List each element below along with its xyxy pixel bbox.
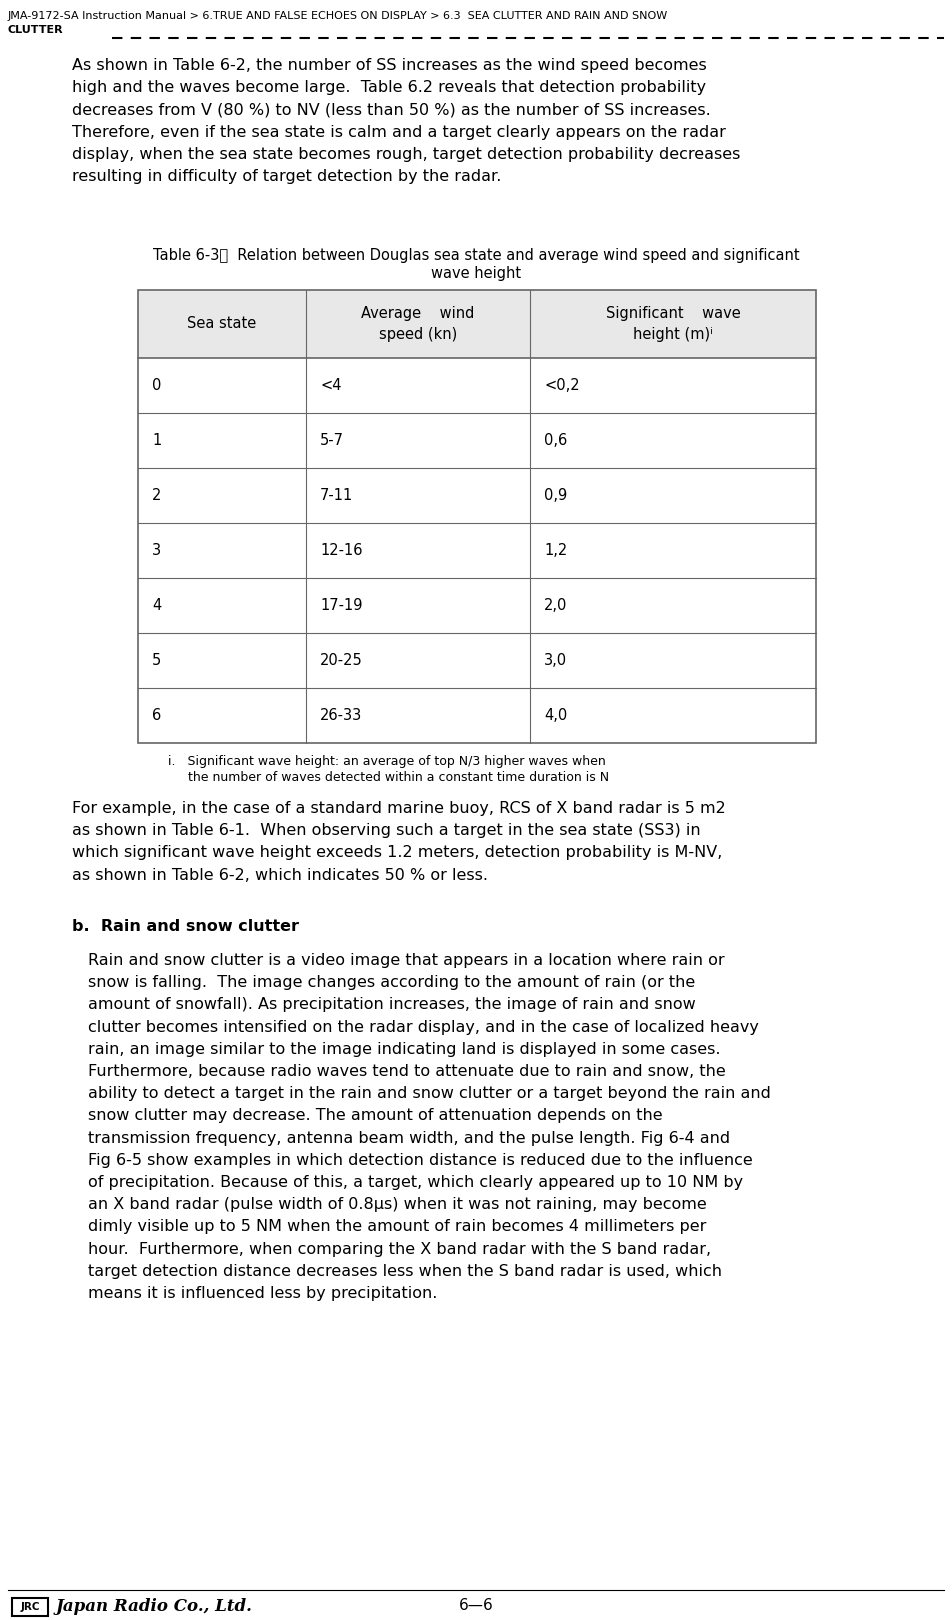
Text: CLUTTER: CLUTTER <box>8 24 64 36</box>
Text: Rain and snow clutter is a video image that appears in a location where rain or
: Rain and snow clutter is a video image t… <box>88 953 771 1301</box>
Text: Significant    wave
height (m)ⁱ: Significant wave height (m)ⁱ <box>605 306 741 342</box>
Text: 6—6: 6—6 <box>459 1597 493 1614</box>
Text: 1: 1 <box>152 433 161 449</box>
Text: 0,9: 0,9 <box>544 488 567 502</box>
Text: <4: <4 <box>320 377 342 394</box>
Text: Average    wind
speed (kn): Average wind speed (kn) <box>362 306 475 342</box>
Text: the number of waves detected within a constant time duration is N: the number of waves detected within a co… <box>168 771 609 784</box>
Text: 1,2: 1,2 <box>544 543 567 557</box>
Text: i.   Significant wave height: an average of top N/3 higher waves when: i. Significant wave height: an average o… <box>168 755 605 768</box>
Text: JMA-9172-SA Instruction Manual > 6.TRUE AND FALSE ECHOES ON DISPLAY > 6.3  SEA C: JMA-9172-SA Instruction Manual > 6.TRUE … <box>8 11 668 21</box>
Text: wave height: wave height <box>431 266 521 280</box>
Text: 5: 5 <box>152 653 161 667</box>
Text: 4: 4 <box>152 598 161 612</box>
Bar <box>12 1597 48 1617</box>
Text: 6: 6 <box>152 708 161 723</box>
Text: 12-16: 12-16 <box>320 543 363 557</box>
Text: 0,6: 0,6 <box>544 433 567 449</box>
Text: 26-33: 26-33 <box>320 708 363 723</box>
Text: 4,0: 4,0 <box>544 708 567 723</box>
Text: b.  Rain and snow clutter: b. Rain and snow clutter <box>72 919 299 935</box>
Text: 2: 2 <box>152 488 162 502</box>
Text: JRC: JRC <box>20 1602 40 1612</box>
Text: 0: 0 <box>152 377 162 394</box>
Text: 7-11: 7-11 <box>320 488 353 502</box>
Text: 5-7: 5-7 <box>320 433 344 449</box>
Text: Sea state: Sea state <box>188 316 257 332</box>
Text: 3: 3 <box>152 543 161 557</box>
Text: As shown in Table 6-2, the number of SS increases as the wind speed becomes
high: As shown in Table 6-2, the number of SS … <box>72 58 741 185</box>
Text: <0,2: <0,2 <box>544 377 580 394</box>
Bar <box>138 290 816 358</box>
Text: Japan Radio Co., Ltd.: Japan Radio Co., Ltd. <box>56 1597 253 1615</box>
Bar <box>138 290 816 744</box>
Text: 2,0: 2,0 <box>544 598 567 612</box>
Text: Table 6-3：  Relation between Douglas sea state and average wind speed and signif: Table 6-3： Relation between Douglas sea … <box>152 248 800 262</box>
Text: For example, in the case of a standard marine buoy, RCS of X band radar is 5 m2
: For example, in the case of a standard m… <box>72 800 725 883</box>
Text: 17-19: 17-19 <box>320 598 363 612</box>
Text: 3,0: 3,0 <box>544 653 567 667</box>
Text: 20-25: 20-25 <box>320 653 363 667</box>
